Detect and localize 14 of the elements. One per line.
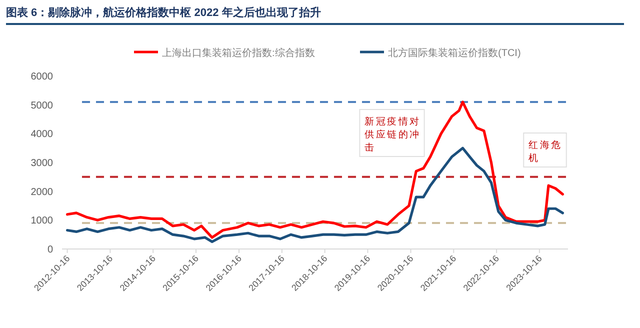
y-tick-label: 6000 [30, 72, 54, 82]
y-tick-label: 4000 [30, 129, 54, 140]
y-tick-label: 3000 [30, 158, 54, 169]
annotation: 红海危机 [528, 139, 562, 164]
y-tick-label: 1000 [30, 216, 54, 227]
annotation: 红海危机 [523, 132, 567, 168]
y-tick-label: 0 [47, 244, 54, 256]
annotation: 新冠疫情对供应链的冲击 [364, 116, 421, 154]
y-tick-label: 5000 [30, 100, 54, 112]
y-tick-label: 2000 [30, 186, 54, 198]
title: 图表 6：剔除脉冲，航运价格指数中枢 2022 年之后也出现了抬升 [6, 7, 321, 19]
legend-label: 北方国际集装箱运价指数(TCI) [388, 47, 521, 59]
legend-label: 上海出口集装箱运价指数:综合指数 [162, 47, 315, 59]
annotation: 新冠疫情对供应链的冲击 [359, 109, 425, 157]
